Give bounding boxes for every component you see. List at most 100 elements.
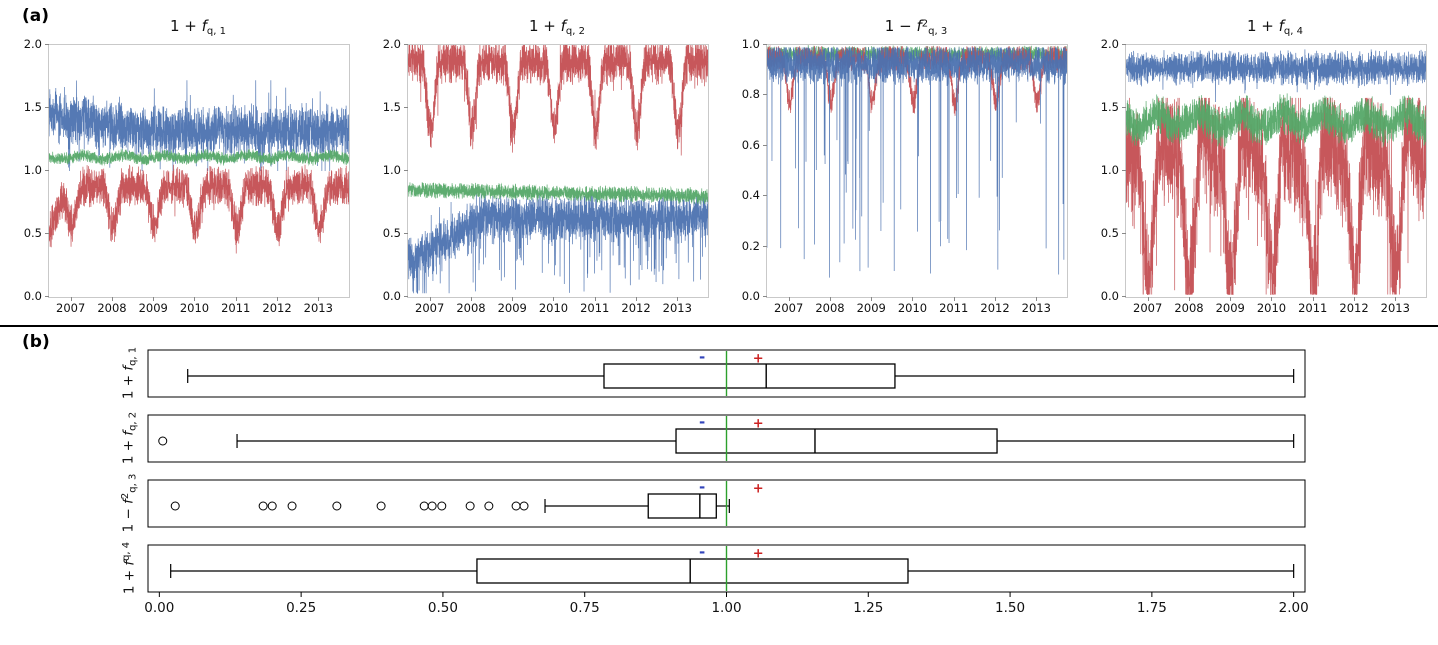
plot-area xyxy=(407,44,709,298)
x-tick-mark xyxy=(1147,297,1149,301)
x-tick-label: 2011 xyxy=(1298,301,1328,315)
minus-marker: - xyxy=(699,348,705,366)
y-tick-label: 1.0 xyxy=(741,37,760,51)
y-tick-mark xyxy=(763,94,767,96)
x-tick-label: 2013 xyxy=(303,301,333,315)
x-tick-mark xyxy=(871,297,873,301)
label-sup: 2 xyxy=(119,492,131,500)
outlier-point xyxy=(258,501,268,511)
x-tick-mark xyxy=(111,297,113,301)
y-tick-mark xyxy=(45,296,49,297)
title-prefix: 1 + xyxy=(1246,17,1279,35)
x-tick-mark xyxy=(788,297,790,301)
title-var: f xyxy=(201,17,207,35)
x-tick-label: 0.25 xyxy=(286,600,316,616)
y-tick-mark xyxy=(45,107,49,108)
x-tick-mark xyxy=(277,297,279,301)
title-sub: q, 3 xyxy=(928,26,948,37)
y-tick-mark xyxy=(45,233,49,234)
outlier-point xyxy=(158,436,168,446)
title-prefix: 1 − xyxy=(884,17,917,35)
box-row-label-3: 1 − f2q, 3 xyxy=(120,474,139,533)
label-prefix: 1 + xyxy=(121,565,138,595)
x-tick-label: 2008 xyxy=(815,301,845,315)
x-tick-label: 2012 xyxy=(262,301,292,315)
label-sup: q, 4 xyxy=(120,541,132,561)
x-tick-label: 2008 xyxy=(97,301,127,315)
x-tick-label: 2010 xyxy=(179,301,210,315)
y-tick-label: 1.0 xyxy=(382,163,401,177)
x-tick-label: 2013 xyxy=(1021,301,1051,315)
label-sub: q, 3 xyxy=(127,473,139,493)
title-prefix: 1 + xyxy=(528,17,561,35)
outlier-point xyxy=(170,501,180,511)
y-tick-mark xyxy=(404,107,408,108)
x-tick-mark xyxy=(318,297,320,301)
x-tick-mark xyxy=(1271,297,1273,301)
box-iqr xyxy=(603,363,896,389)
outlier-point xyxy=(332,501,342,511)
x-tick-label: 2007 xyxy=(1133,301,1163,315)
boxplot-svg: - + - + - + - +0.00 0.25 0.50 0.75 1.00 1.25 1.50 1.75… xyxy=(144,348,1308,616)
title-var: f xyxy=(916,17,922,35)
plus-marker: + xyxy=(753,417,764,432)
y-tick-mark xyxy=(1122,107,1126,108)
label-var: f xyxy=(120,365,137,371)
box-iqr xyxy=(476,558,909,584)
y-tick-label: 2.0 xyxy=(23,37,42,51)
x-tick-mark xyxy=(829,297,831,301)
y-tick-mark xyxy=(1122,170,1126,171)
y-tick-mark xyxy=(763,44,767,45)
y-tick-label: 0.4 xyxy=(741,188,760,203)
x-tick-mark xyxy=(1395,297,1397,301)
y-tick-mark xyxy=(404,296,408,297)
y-tick-mark xyxy=(763,245,767,247)
x-tick-mark xyxy=(553,297,555,301)
panel-divider xyxy=(0,325,1438,327)
timeseries-subplot-2: 1 + fq, 2 0.0 0.5 1.0 1.5 2.0 2007 2008 2009 201… xyxy=(359,12,718,320)
outlier-point xyxy=(437,501,447,511)
x-tick-mark xyxy=(912,297,914,301)
x-tick-mark xyxy=(677,297,679,301)
x-tick-mark xyxy=(235,297,237,301)
y-tick-label: 1.5 xyxy=(23,100,42,114)
outlier-point xyxy=(427,501,437,511)
y-tick-label: 0.2 xyxy=(741,238,760,253)
x-tick-label: 2009 xyxy=(856,301,886,315)
x-tick-mark xyxy=(70,297,72,301)
y-tick-mark xyxy=(45,170,49,171)
plus-marker: + xyxy=(753,482,764,497)
y-tick-label: 2.0 xyxy=(1100,37,1119,51)
subplot-title: 1 + fq, 4 xyxy=(1125,17,1425,37)
x-tick-label: 2011 xyxy=(580,301,610,315)
x-tick-mark xyxy=(1230,297,1232,301)
timeseries-canvas xyxy=(408,45,708,297)
timeseries-canvas xyxy=(49,45,349,297)
x-tick-mark xyxy=(1354,297,1356,301)
timeseries-row: 1 + fq, 1 0.0 0.5 1.0 1.5 2.0 2007 2008 2009 201… xyxy=(0,12,1436,320)
x-tick-mark xyxy=(512,297,514,301)
x-tick-label: 2012 xyxy=(1339,301,1369,315)
label-prefix: 1 + xyxy=(120,370,137,400)
title-sub: q, 2 xyxy=(565,26,585,37)
y-tick-mark xyxy=(1122,296,1126,297)
x-tick-label: 0.75 xyxy=(570,600,600,616)
y-tick-mark xyxy=(404,44,408,45)
y-tick-label: 0.5 xyxy=(1100,226,1119,240)
y-tick-label: 0.0 xyxy=(741,289,760,303)
subplot-title: 1 + fq, 1 xyxy=(48,17,348,37)
label-var: f xyxy=(121,560,138,566)
x-tick-label: 2011 xyxy=(221,301,251,315)
outlier-point xyxy=(287,501,297,511)
y-tick-mark xyxy=(404,233,408,234)
plot-area xyxy=(48,44,350,298)
x-tick-label: 2010 xyxy=(897,301,928,315)
plot-area xyxy=(766,44,1068,298)
subplot-title: 1 + fq, 2 xyxy=(407,17,707,37)
title-sub: q, 4 xyxy=(1283,26,1303,37)
title-sub: q, 1 xyxy=(206,26,226,37)
x-tick-label: 2012 xyxy=(980,301,1010,315)
x-tick-mark xyxy=(636,297,638,301)
minus-marker: - xyxy=(699,478,705,496)
x-tick-mark xyxy=(1312,297,1314,301)
